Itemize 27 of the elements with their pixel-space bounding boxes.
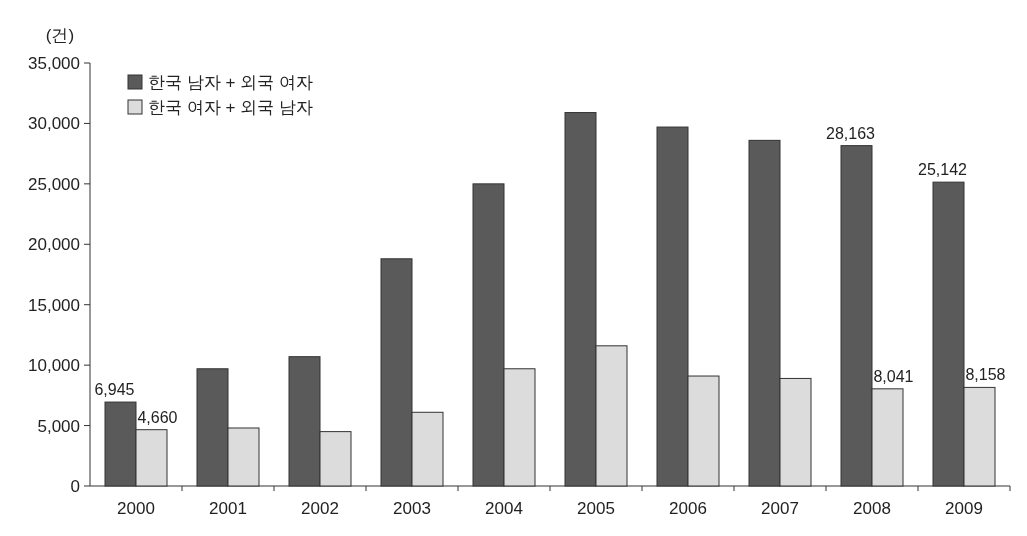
data-label: 8,158 — [965, 366, 1006, 384]
y-tick-label: 10,000 — [28, 356, 80, 376]
legend-label: 한국 남자 + 외국 여자 — [148, 73, 313, 92]
x-tick-label: 2001 — [209, 499, 247, 518]
x-tick-label: 2004 — [485, 499, 523, 518]
data-label: 8,041 — [873, 367, 914, 385]
y-tick-label: 20,000 — [28, 235, 80, 255]
x-tick-label: 2006 — [669, 499, 707, 518]
x-tick-label: 2008 — [853, 499, 891, 518]
x-tick-label: 2003 — [393, 499, 431, 518]
y-tick-label: 25,000 — [28, 174, 80, 194]
y-tick-label: 30,000 — [28, 114, 80, 134]
data-label: 28,163 — [826, 124, 876, 142]
data-label: 4,660 — [137, 408, 178, 426]
y-tick-label: 35,000 — [28, 54, 80, 73]
y-tick-label: 5,000 — [37, 416, 80, 436]
y-tick-label: 15,000 — [28, 295, 80, 315]
data-label: 6,945 — [94, 381, 135, 399]
x-tick-label: 2007 — [761, 499, 799, 518]
x-tick-label: 2009 — [945, 499, 983, 518]
legend-label: 한국 여자 + 외국 남자 — [148, 98, 313, 117]
x-tick-label: 2000 — [117, 499, 155, 518]
y-axis-title: (건) — [45, 26, 75, 45]
y-tick-label: 0 — [70, 477, 80, 496]
x-tick-label: 2002 — [301, 499, 339, 518]
x-tick-label: 2005 — [577, 499, 615, 518]
data-label: 25,142 — [918, 161, 968, 179]
